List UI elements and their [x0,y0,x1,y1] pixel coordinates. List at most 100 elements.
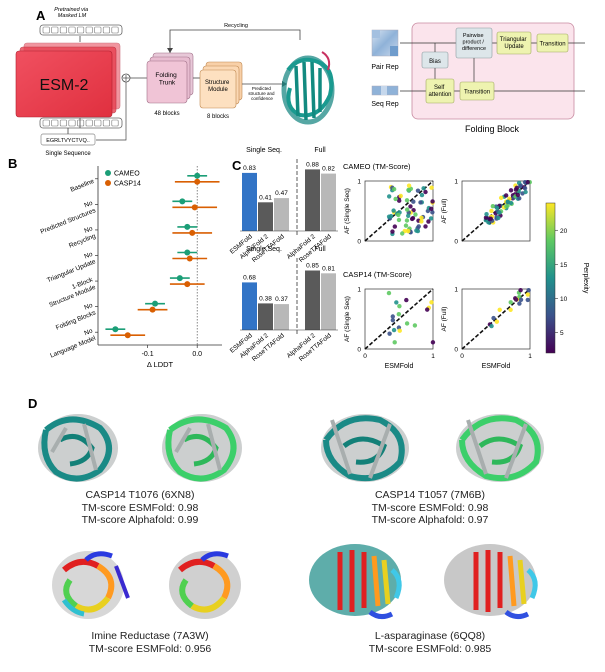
c-scatter-point [406,228,411,234]
structure-module-label: Structure Module [205,80,231,93]
c-scatter-point [518,183,523,189]
c-scatter-point [404,297,409,303]
b-category-line: Language Model [49,335,97,360]
predicted-note: Predicted structure and confidence [248,86,276,101]
c-scatter-point [503,193,509,198]
c-scatter-point [428,216,434,221]
panel-label-d: D [28,396,37,411]
token-cell [94,26,102,34]
c-scatter-point [525,180,530,185]
c-scatter-point [525,297,530,303]
c-scatter-ytick: 0 [357,347,361,354]
b-point-cameo [184,223,191,230]
structure-6qq8-alphafold [444,544,538,620]
c-scatter-point [505,199,510,204]
c-scatter-xtick: 1 [431,353,435,360]
c-bar-value-label: 0.81 [322,265,335,272]
caption-6qq8-esmfold: TM-score ESMFold: 0.985 [368,642,492,655]
c-bar-value-label: 0.88 [306,161,319,168]
token-cell [42,26,50,34]
structure-7a3w-esmfold [52,551,130,619]
token-cell [94,119,102,127]
structure-module-blocks: 8 blocks [207,114,229,120]
folding-block-label: Folding Block [465,124,520,134]
c-scatter-ytick: 0 [357,239,361,246]
c-scatter-point [497,307,502,313]
b-point-casp14 [189,229,196,236]
c-scatter-point [396,311,402,317]
panel-label-b: B [8,156,17,171]
c-scatter-xtick: 1 [528,353,532,360]
token-cell [59,119,67,127]
recycling-arrow [169,29,301,53]
c-bar-value-label: 0.85 [306,263,319,270]
caption-7m6b: CASP14 T1057 (7M6B) TM-score ESMFold: 0.… [350,489,510,527]
b-category-label: NoRecycling [65,225,97,250]
c-scatter-point [488,216,493,221]
c-scatter-point [392,340,397,345]
c-scatter-point [409,216,415,222]
bias-label: Bias [429,59,441,65]
c-scatter-xlabel: ESMFold [482,363,511,370]
c-scatter-ytick: 0 [454,239,458,246]
token-cells [42,26,119,127]
tm-score-scatter-plots: CAMEO (TM-Score) CASP14 (TM-Score) AF (Sin… [343,162,589,370]
b-category-line: No [83,302,94,312]
c-scatter-point [391,208,396,213]
c-scatter-point [412,323,418,328]
b-category-label: NoLanguage Model [46,327,97,359]
c-scatter-point [508,307,513,312]
c-scatter-frame [364,288,434,350]
c-bar [321,173,336,231]
esm2-block: ESM-2 [15,42,121,118]
b-legend-marker [105,180,111,186]
sequence-text: EGRLTVYCTVQ.. [46,138,90,144]
c-bar-value-label: 0.68 [243,274,256,281]
c-scatter-ytick: 1 [357,179,361,186]
c-scatter-point [406,213,411,218]
c-bar-single-label: Single Seq. [246,147,282,154]
c-scatter-diagonal [364,288,434,350]
c-scatter-point [404,198,410,203]
c-scatter-point [388,213,394,219]
c-scatter-point [426,219,431,224]
b-category-line: No [83,225,94,235]
c-scatter-frame [461,180,531,242]
c-scatter-point [496,215,501,221]
c-scatter-point [400,231,405,236]
c-scatter-point [413,212,418,217]
c-scatter-point [386,290,392,296]
structure-7m6b-esmfold [321,414,409,482]
b-category-line: Baseline [70,178,96,194]
b-category-line: No [83,251,94,261]
caption-7a3w-title: Imine Reductase (7A3W) [91,630,209,642]
caption-6qq8-title: L-asparaginase (6QQ8) [374,630,486,642]
b-legend-label: CASP14 [114,181,141,188]
token-cell [85,119,93,127]
c-scatter-point [494,205,500,211]
c-scatter-point [393,196,398,202]
c-scatter-point [494,319,500,324]
c-scatter-point [391,186,397,192]
c-scatter-point [517,301,522,306]
folding-block-diagram: Pair Rep Seq Rep Bias Pairwise product /… [371,22,585,134]
c-scatter-point [390,229,395,234]
c-scatter-point [508,300,513,305]
c-colorbar-label: Perplexity [582,263,589,294]
c-bar-value-label: 0.83 [243,165,256,172]
c-scatter-point [490,204,496,209]
predicted-structure-image [281,51,335,125]
c-scatter-point [419,192,425,198]
c-scatter-point [430,199,435,204]
c-bar-value-label: 0.37 [275,296,288,303]
c-scatter-point [386,194,392,199]
c-casp-title: CASP14 (TM-Score) [343,270,412,279]
c-scatter-point [429,185,434,190]
c-scatter-point [398,193,403,199]
structure-6qq8-esmfold [309,544,402,620]
c-scatter-point [418,200,423,205]
c-bar-value-label: 0.41 [259,194,272,201]
c-scatter-point [515,192,521,198]
